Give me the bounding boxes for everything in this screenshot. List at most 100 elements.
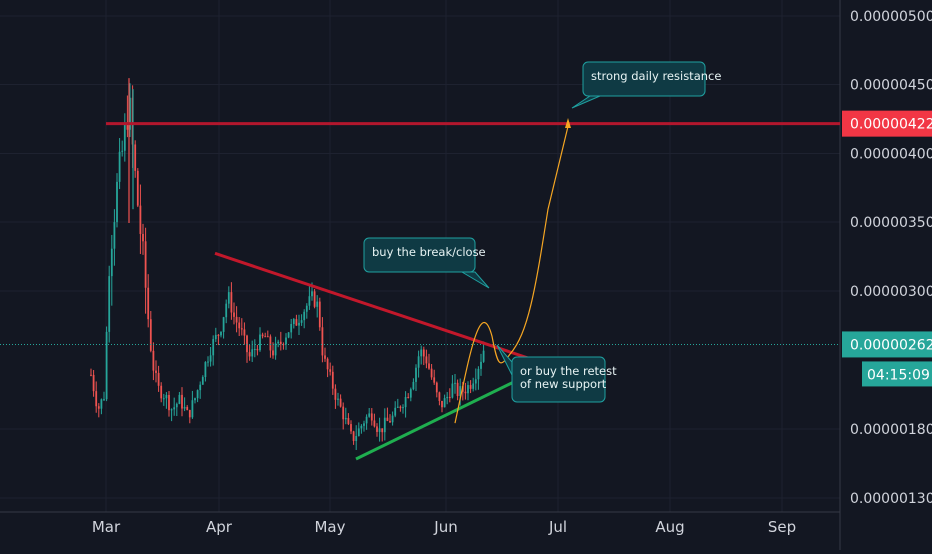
y-tick-label: 0.00000450 — [850, 78, 932, 94]
last-price-badge — [842, 331, 932, 358]
resistance-callout-tail — [571, 95, 601, 109]
retest-callout-text: or buy the retest — [520, 364, 617, 378]
candle-body — [259, 334, 261, 351]
candle-body — [480, 361, 482, 369]
candle-body — [162, 398, 165, 400]
candle-body — [435, 382, 438, 393]
candle-body — [251, 349, 254, 357]
projection-arrowhead — [565, 118, 571, 128]
projection-path — [454, 126, 569, 424]
candle-body — [324, 355, 326, 359]
candle-body — [433, 377, 436, 383]
candle-body — [290, 323, 293, 333]
candle-body — [425, 356, 428, 364]
candle-body — [110, 248, 113, 277]
candle-body — [279, 341, 282, 345]
candle-body — [451, 383, 454, 398]
candle-body — [360, 425, 363, 429]
candle-body — [261, 334, 264, 337]
y-tick-label: 0.00000400 — [850, 147, 932, 163]
candle-body — [378, 428, 381, 432]
candle-body — [222, 317, 225, 332]
candle-body — [253, 349, 256, 351]
candle-body — [448, 396, 451, 398]
candle-body — [186, 406, 189, 410]
x-tick-label: Jul — [548, 518, 567, 536]
candle-body — [225, 303, 228, 318]
candle-body — [282, 344, 285, 346]
candle-body — [126, 124, 129, 130]
candle-body — [412, 381, 415, 390]
candle-body — [464, 391, 467, 394]
candle-body — [469, 385, 472, 389]
candle-body — [355, 435, 358, 441]
candle-body — [248, 352, 251, 357]
candle-body — [97, 406, 100, 409]
candle-body — [376, 426, 378, 432]
candle-body — [220, 331, 222, 336]
candle-body — [168, 394, 170, 411]
candle-body — [173, 407, 176, 410]
resistance-callout: strong daily resistance — [571, 61, 721, 109]
y-tick-label: 0.00000180 — [850, 422, 932, 438]
candle-body — [139, 205, 142, 234]
resistance-price-badge — [842, 110, 932, 137]
candle-body — [334, 388, 337, 400]
candle-body — [389, 420, 391, 423]
candle-body — [243, 329, 246, 336]
resistance-callout-box — [582, 61, 706, 97]
candle-body — [113, 222, 116, 249]
x-tick-label: Apr — [206, 518, 233, 536]
candle-body — [134, 144, 137, 171]
candle-body — [118, 151, 121, 182]
candle-body — [230, 292, 233, 313]
candle-body — [188, 409, 191, 418]
candle-body — [194, 398, 196, 401]
candle-body — [149, 319, 152, 351]
candle-body — [331, 371, 334, 389]
candle-body — [209, 355, 212, 362]
candle-body — [329, 369, 332, 372]
candle-body — [95, 391, 98, 407]
candle-body — [227, 292, 230, 304]
candle-body — [272, 350, 274, 356]
candle-body — [430, 368, 433, 378]
candle-body — [394, 407, 397, 416]
candle-body — [454, 382, 456, 384]
candle-body — [352, 431, 355, 441]
candle-body — [175, 403, 178, 408]
candle-body — [256, 349, 259, 351]
candle-body — [212, 339, 215, 356]
candle-body — [157, 372, 160, 386]
candle-body — [142, 233, 144, 242]
candle-body — [311, 291, 313, 297]
candle-body — [264, 336, 267, 338]
candle-body — [381, 428, 384, 433]
candle-body — [274, 343, 277, 356]
candle-body — [191, 400, 194, 418]
candle-body — [409, 389, 412, 398]
candle-body — [446, 396, 449, 399]
candle-body — [472, 383, 475, 389]
candle-body — [123, 124, 126, 151]
break-callout: buy the break/close — [363, 237, 490, 289]
candle-body — [90, 374, 92, 376]
candle-body — [277, 341, 280, 344]
candle-body — [342, 406, 345, 420]
candle-body — [136, 170, 139, 206]
candle-body — [165, 394, 168, 399]
last-price-label: 0.00000262 — [850, 337, 932, 353]
candle-body — [373, 420, 376, 427]
candle-body — [456, 382, 459, 397]
candle-body — [365, 416, 368, 424]
retest-callout-tail — [496, 344, 513, 376]
candle-body — [383, 417, 386, 433]
candle-body — [170, 409, 173, 411]
candle-body — [129, 97, 131, 130]
retest-callout-box — [511, 356, 606, 403]
candle-body — [313, 291, 316, 307]
x-tick-label: Mar — [92, 518, 121, 536]
candle-body — [246, 335, 248, 353]
